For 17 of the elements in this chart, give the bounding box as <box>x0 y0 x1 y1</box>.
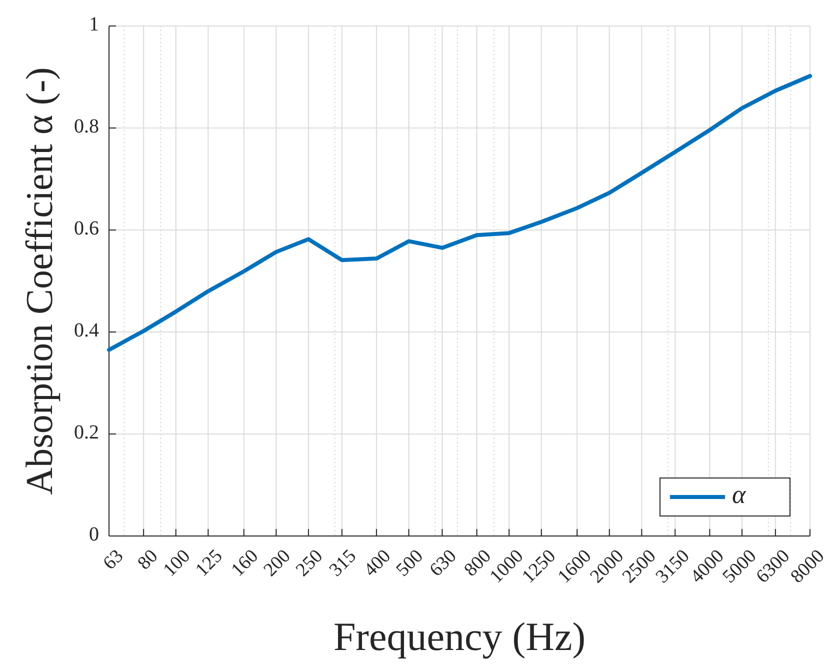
y-tick-label: 1 <box>89 14 99 36</box>
y-tick-label: 0 <box>89 524 99 546</box>
x-tick-label: 630 <box>426 546 461 581</box>
x-axis-title: Frequency (Hz) <box>333 614 586 659</box>
x-tick-label: 125 <box>192 546 227 581</box>
x-tick-label: 250 <box>292 546 328 581</box>
line-series <box>107 74 812 352</box>
x-tick-label: 63 <box>99 546 128 574</box>
y-tick-label: 0.4 <box>74 320 99 342</box>
x-tick-label: 200 <box>260 546 295 581</box>
y-tick-label: 0.8 <box>74 116 99 138</box>
y-tick-label: 0.6 <box>74 218 99 240</box>
x-tick-label: 160 <box>227 546 262 581</box>
x-tick-label: 315 <box>325 546 360 581</box>
y-tick-label: 0.2 <box>74 422 99 444</box>
y-axis-title: Absorption Coefficient α (-) <box>19 67 61 495</box>
legend-label: α <box>732 480 747 509</box>
